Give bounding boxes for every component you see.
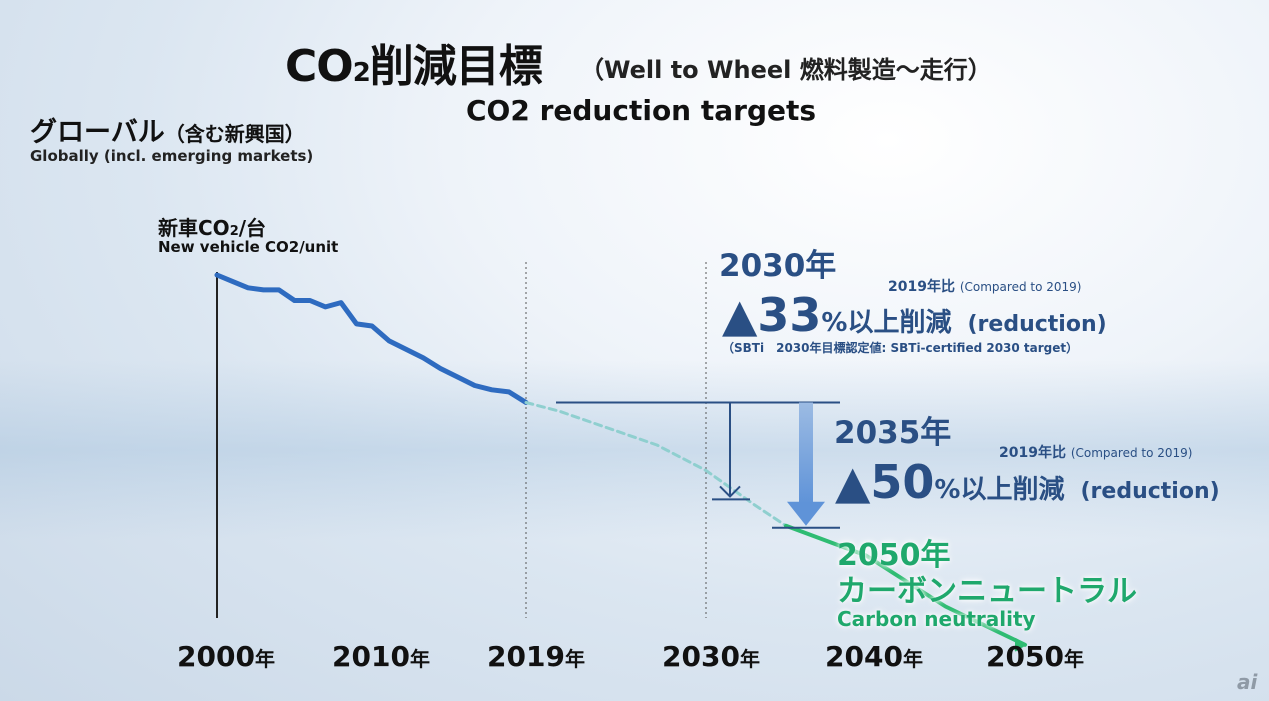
x-tick-2030: 2030年 bbox=[662, 640, 760, 673]
x-tick-2000: 2000年 bbox=[177, 640, 275, 673]
target-2030-reduction: ▲33%以上削減 (reduction) bbox=[722, 288, 1107, 342]
target-2035-compared: 2019年比 (Compared to 2019) bbox=[999, 445, 1193, 461]
series-line-solid bbox=[214, 272, 529, 405]
target-2035-reduction: ▲50%以上削減 (reduction) bbox=[835, 455, 1220, 509]
green-arrow-head bbox=[1014, 637, 1027, 652]
series-line-dashed bbox=[524, 401, 788, 528]
arrow-2035-shaft bbox=[799, 402, 813, 504]
target-2030-sbti-note: （SBTi 2030年目標認定値: SBTi-certified 2030 ta… bbox=[722, 341, 1079, 355]
region-label-english: Globally (incl. emerging markets) bbox=[30, 147, 314, 165]
target-2050-year: 2050年 bbox=[837, 538, 951, 573]
vertical-guide-lines bbox=[216, 262, 707, 618]
target-2030-year: 2030年 bbox=[719, 248, 837, 284]
page-title-english: CO2 reduction targets bbox=[466, 94, 817, 127]
background-streak bbox=[0, 360, 1269, 540]
target-2035-year: 2035年 bbox=[834, 415, 952, 451]
x-tick-2019: 2019年 bbox=[487, 640, 585, 673]
target-2050-carbon-neutral-en: Carbon neutrality bbox=[837, 607, 1036, 631]
y-axis-label-english: New vehicle CO2/unit bbox=[158, 238, 339, 256]
watermark-logo: ai bbox=[1237, 670, 1258, 694]
target-2050-carbon-neutral-jp: カーボンニュートラル bbox=[837, 574, 1137, 609]
x-tick-2050: 2050年 bbox=[986, 640, 1084, 673]
series-layer bbox=[214, 272, 1027, 647]
x-tick-2010: 2010年 bbox=[332, 640, 430, 673]
y-axis-label: 新車CO2/台 bbox=[158, 216, 267, 240]
page-title-paren: （Well to Wheel 燃料製造～走行） bbox=[580, 56, 992, 84]
arrow-2035-head bbox=[787, 501, 825, 526]
target-2030-compared: 2019年比 (Compared to 2019) bbox=[888, 279, 1082, 295]
page-title: CO2削減目標 bbox=[285, 41, 543, 92]
x-tick-2040: 2040年 bbox=[825, 640, 923, 673]
arrow-2030-head bbox=[719, 485, 741, 498]
annotation-arrows bbox=[556, 401, 1027, 652]
region-label: グローバル（含む新興国） bbox=[30, 117, 305, 148]
series-line-green bbox=[784, 523, 1027, 647]
